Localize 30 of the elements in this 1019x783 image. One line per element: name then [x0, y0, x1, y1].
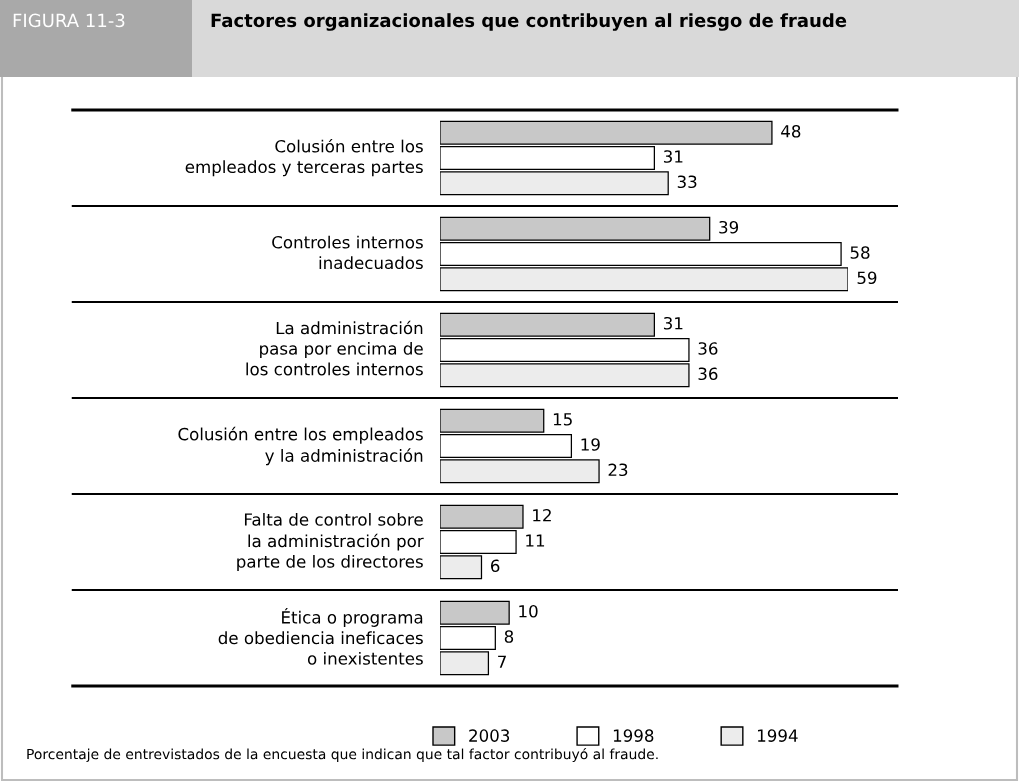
data-label: 48	[781, 124, 801, 138]
data-label: 19	[581, 438, 600, 451]
y-tick-label: Colusión entre los empleados y terceras partes	[185, 138, 423, 177]
text: Porcentaje de entrevistados de la encuesta que indican que tal factor contribuyó al fraude.	[27, 748, 658, 762]
data-label: 11	[526, 534, 545, 547]
data-label: 31	[663, 150, 683, 163]
data-label: 8	[504, 630, 514, 643]
y-tick-label: Colusión entre los empleados y la administración	[178, 426, 423, 466]
legend-label: 1994	[758, 729, 798, 742]
chart-title: Factores organizacionales que contribuyen al riesgo de fraude	[211, 13, 847, 31]
data-label: 10	[519, 604, 538, 618]
text: FIGURA 11-3	[13, 13, 125, 28]
data-label: 58	[850, 246, 870, 259]
data-label: 33	[677, 175, 697, 189]
y-tick-label: Controles internos inadecuados	[272, 235, 423, 270]
y-tick-label: Ética o programa de obediencia ineficaces o inexistentes	[218, 607, 423, 665]
data-label: 6	[490, 559, 500, 573]
data-label: 39	[719, 220, 739, 234]
data-label: 36	[698, 367, 718, 381]
data-label: 23	[608, 463, 628, 477]
legend-label: 1998	[613, 729, 654, 742]
y-tick-label: Falta de control sobre la administración por parte de los directores	[237, 512, 424, 572]
legend-label: 2003	[469, 729, 510, 742]
data-label: 12	[533, 508, 551, 522]
data-label: 59	[857, 271, 877, 285]
data-label: 31	[663, 316, 683, 330]
data-label: 7	[498, 655, 506, 668]
data-label: 36	[698, 342, 718, 355]
data-label: 15	[553, 413, 572, 426]
y-tick-label: La administración pasa por encima de los controles internos	[246, 320, 423, 376]
